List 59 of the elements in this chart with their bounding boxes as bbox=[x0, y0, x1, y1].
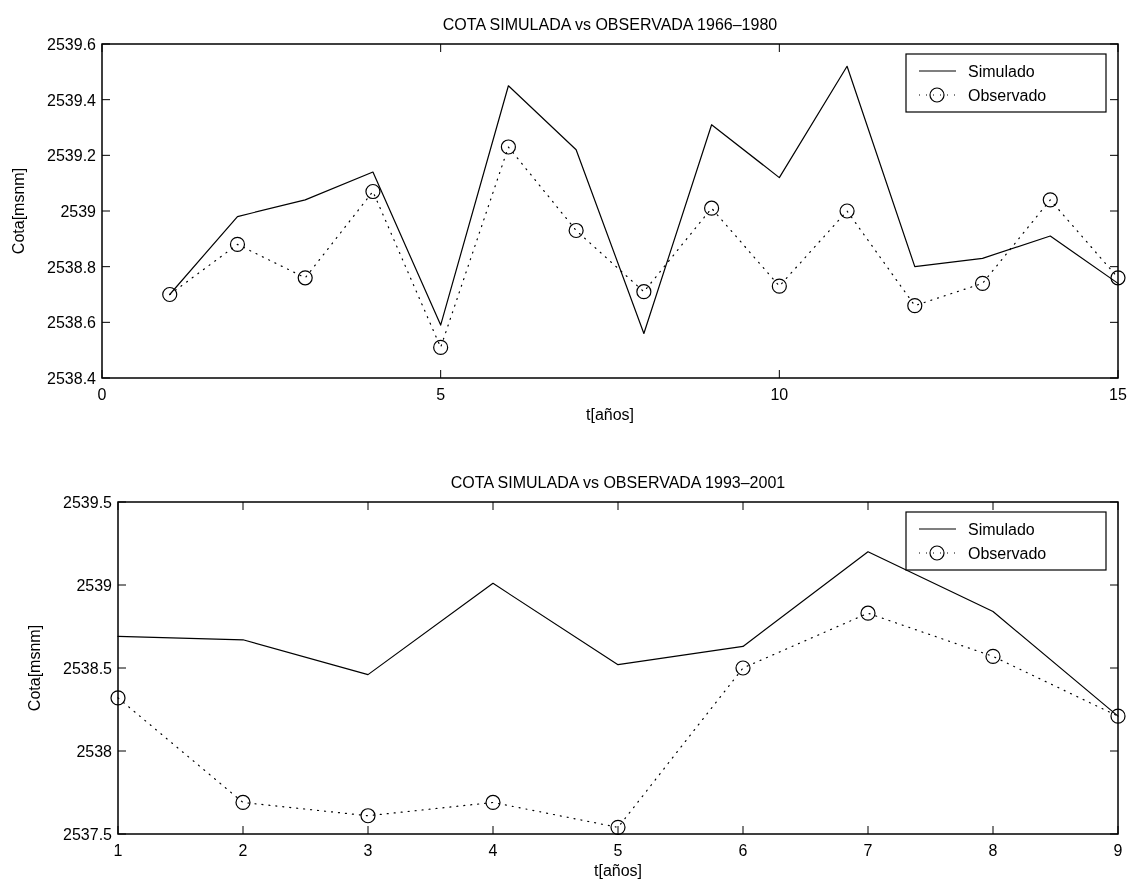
point bbox=[360, 808, 376, 824]
point bbox=[860, 605, 876, 621]
point bbox=[433, 339, 449, 355]
y-axis-title: Cota[msnm] bbox=[10, 167, 27, 255]
y-tick-label: 2538.5 bbox=[63, 660, 113, 677]
point bbox=[297, 270, 313, 286]
y-tick-label: 2539 bbox=[76, 577, 113, 594]
y-tick-label: 2539.6 bbox=[47, 36, 97, 53]
point bbox=[162, 286, 178, 303]
x-tick-label: 10 bbox=[770, 386, 789, 403]
point bbox=[974, 275, 991, 291]
point bbox=[500, 139, 516, 155]
x-axis-title: t[años] bbox=[593, 862, 643, 879]
x-tick-label: 1 bbox=[113, 842, 123, 859]
point bbox=[839, 203, 855, 219]
x-tick-label: 15 bbox=[1109, 386, 1127, 403]
y-tick-label: 2537.5 bbox=[63, 826, 113, 843]
y-tick-label: 2538.4 bbox=[47, 370, 97, 387]
point bbox=[229, 236, 246, 252]
legend-label: Simulado bbox=[968, 521, 1035, 538]
point bbox=[485, 794, 501, 811]
legend-label: Observado bbox=[968, 545, 1047, 562]
y-tick-label: 2538.8 bbox=[47, 258, 97, 276]
x-tick-label: 8 bbox=[988, 842, 998, 859]
y-tick-label: 2538.6 bbox=[47, 314, 97, 332]
legend-label: Observado bbox=[968, 87, 1047, 104]
y-tick-label: 2539.4 bbox=[47, 91, 97, 109]
point bbox=[568, 222, 584, 239]
chart-title: COTA SIMULADA vs OBSERVADA 1966–1980 bbox=[442, 16, 778, 33]
x-tick-label: 5 bbox=[436, 386, 446, 403]
y-tick-label: 2539.5 bbox=[63, 494, 113, 511]
point bbox=[365, 183, 381, 200]
point bbox=[704, 200, 720, 216]
x-tick-label: 5 bbox=[613, 842, 623, 859]
point bbox=[771, 278, 787, 294]
point bbox=[735, 660, 751, 676]
point bbox=[610, 819, 626, 835]
y-tick-label: 2539.2 bbox=[47, 147, 97, 165]
legend-label: Simulado bbox=[968, 63, 1035, 80]
point bbox=[907, 298, 923, 314]
x-tick-label: 7 bbox=[863, 842, 873, 859]
x-tick-label: 9 bbox=[1113, 842, 1123, 859]
point bbox=[636, 284, 652, 300]
x-tick-label: 4 bbox=[488, 842, 498, 859]
point bbox=[985, 648, 1001, 664]
y-tick-label: 2538 bbox=[76, 743, 113, 760]
y-axis-title: Cota[msnm] bbox=[26, 624, 43, 712]
y-tick-label: 2539 bbox=[60, 203, 97, 220]
x-tick-label: 2 bbox=[238, 842, 248, 859]
x-tick-label: 0 bbox=[97, 386, 107, 403]
point bbox=[110, 690, 126, 706]
point bbox=[1110, 708, 1126, 724]
x-axis-title: t[años] bbox=[585, 406, 635, 423]
point bbox=[1110, 270, 1126, 286]
chart-title: COTA SIMULADA vs OBSERVADA 1993–2001 bbox=[450, 474, 786, 491]
point bbox=[235, 794, 251, 811]
x-tick-label: 6 bbox=[738, 842, 748, 859]
x-tick-label: 3 bbox=[363, 842, 373, 859]
point bbox=[1042, 192, 1058, 208]
